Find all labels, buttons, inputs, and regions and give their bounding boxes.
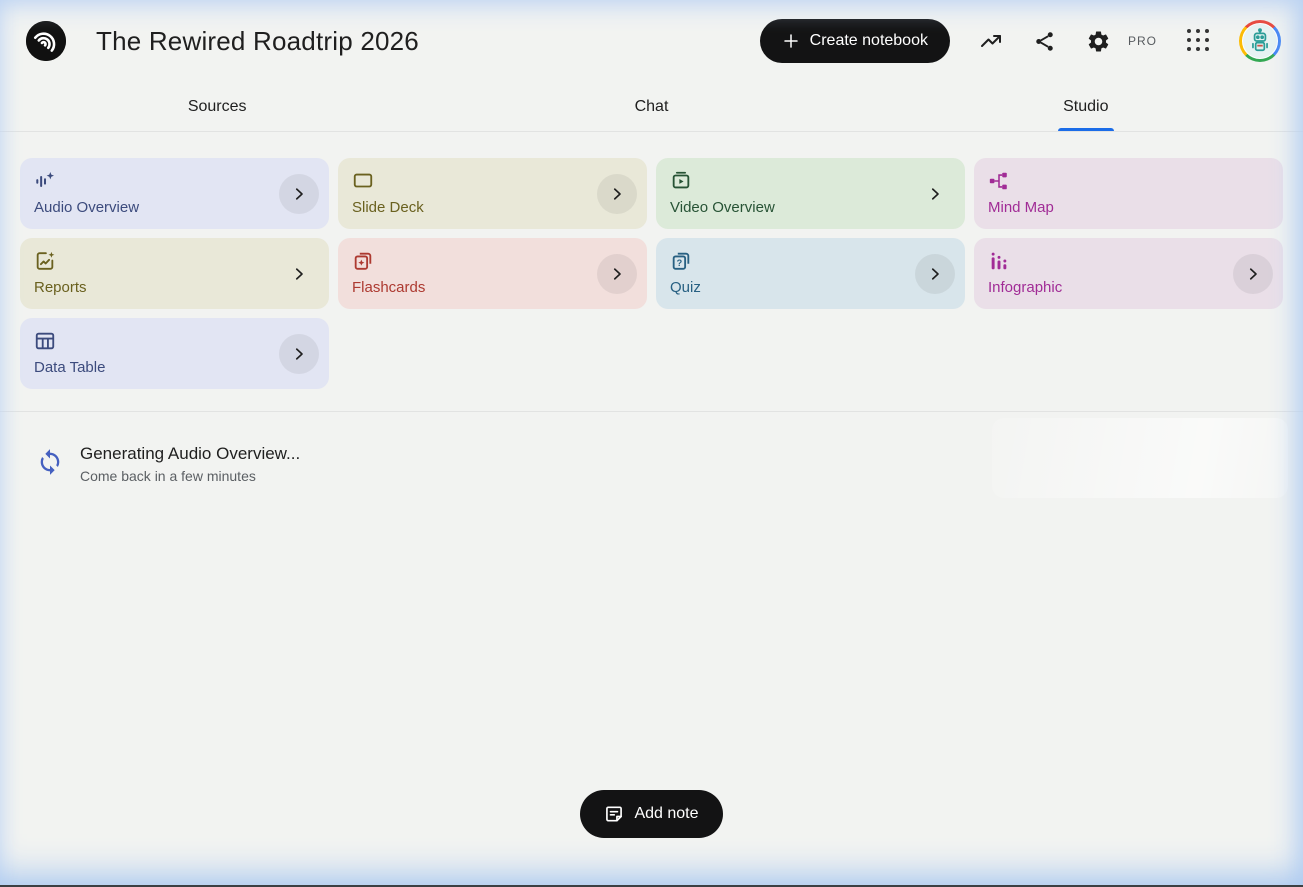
generating-status-row: Generating Audio Overview... Come back i… <box>0 412 1303 498</box>
tab-studio[interactable]: Studio <box>869 82 1303 131</box>
card-video-overview[interactable]: Video Overview <box>656 158 965 229</box>
report-chart-sparkle-icon <box>34 250 56 272</box>
card-flashcards[interactable]: Flashcards <box>338 238 647 309</box>
card-label: Slide Deck <box>352 199 424 216</box>
card-quiz[interactable]: ? Quiz <box>656 238 965 309</box>
card-label: Flashcards <box>352 279 426 296</box>
chevron-right-icon[interactable] <box>915 253 955 294</box>
google-apps-grid-icon[interactable] <box>1185 28 1211 54</box>
mind-map-graph-icon <box>988 170 1010 192</box>
card-label: Audio Overview <box>34 199 140 216</box>
avatar-robot-image <box>1242 23 1278 59</box>
notebook-title[interactable]: The Rewired Roadtrip 2026 <box>96 25 419 56</box>
active-tab-underline <box>1057 128 1114 131</box>
tab-chat-label: Chat <box>634 97 669 115</box>
chevron-right-icon[interactable] <box>279 333 319 374</box>
data-table-icon <box>34 330 56 352</box>
add-note-button[interactable]: Add note <box>580 790 723 838</box>
audio-waveform-sparkle-icon <box>34 170 56 192</box>
card-label: Mind Map <box>988 199 1054 216</box>
chevron-right-icon[interactable] <box>279 173 319 214</box>
main-tab-bar: Sources Chat Studio <box>0 82 1303 132</box>
card-audio-overview[interactable]: Audio Overview <box>20 158 329 229</box>
flashcards-star-icon <box>352 250 374 272</box>
chevron-right-icon[interactable] <box>279 254 319 294</box>
app-header: The Rewired Roadtrip 2026 Create noteboo… <box>0 0 1303 82</box>
card-reports[interactable]: Reports <box>20 238 329 309</box>
chevron-right-icon[interactable] <box>1233 253 1273 294</box>
note-icon <box>604 804 624 824</box>
studio-footer: Add note <box>0 790 1303 887</box>
chevron-right-icon[interactable] <box>597 173 637 214</box>
quiz-cards-question-icon: ? <box>670 250 692 272</box>
create-notebook-button[interactable]: Create notebook <box>759 19 950 63</box>
tab-studio-label: Studio <box>1063 97 1109 115</box>
tab-sources[interactable]: Sources <box>0 82 434 131</box>
card-label: Reports <box>34 279 87 296</box>
card-label: Quiz <box>670 279 701 296</box>
card-mind-map[interactable]: Mind Map <box>974 158 1283 229</box>
card-slide-deck[interactable]: Slide Deck <box>338 158 647 229</box>
svg-text:?: ? <box>677 258 683 268</box>
tab-chat[interactable]: Chat <box>434 82 868 131</box>
section-divider <box>0 411 1303 412</box>
chevron-right-icon[interactable] <box>915 174 955 214</box>
user-avatar[interactable] <box>1239 20 1281 62</box>
create-notebook-label: Create notebook <box>809 32 928 49</box>
card-infographic[interactable]: Infographic <box>974 238 1283 309</box>
generating-subtitle: Come back in a few minutes <box>80 468 256 484</box>
slide-frame-icon <box>352 170 374 192</box>
card-label: Data Table <box>34 359 106 376</box>
share-icon[interactable] <box>1032 28 1058 54</box>
chevron-right-icon[interactable] <box>597 253 637 294</box>
studio-panel: Audio Overview Slide Deck <box>0 132 1303 411</box>
notebooklm-logo-icon[interactable] <box>26 21 66 61</box>
tab-sources-label: Sources <box>187 97 247 115</box>
card-label: Infographic <box>988 279 1063 296</box>
sync-spinner-icon <box>36 448 64 476</box>
generating-title: Generating Audio Overview... <box>80 444 301 463</box>
card-data-table[interactable]: Data Table <box>20 318 329 389</box>
infographic-bars-icon <box>988 250 1010 272</box>
analytics-icon[interactable] <box>978 28 1004 54</box>
settings-gear-icon[interactable] <box>1086 28 1112 54</box>
loading-skeleton-shimmer <box>992 418 1288 498</box>
plus-icon <box>782 32 800 50</box>
add-note-label: Add note <box>634 805 699 822</box>
card-label: Video Overview <box>670 199 775 216</box>
window-bottom-edge <box>0 885 1303 887</box>
video-play-icon <box>670 170 692 192</box>
pro-badge: PRO <box>1127 34 1157 48</box>
